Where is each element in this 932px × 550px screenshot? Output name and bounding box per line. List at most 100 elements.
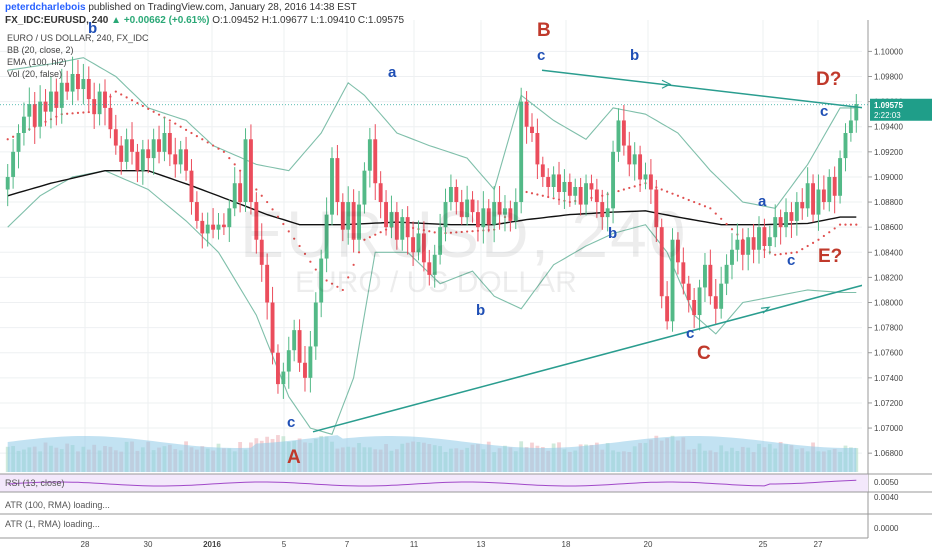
y-tick-label: 1.07400 <box>874 374 903 383</box>
candle-body <box>567 181 572 196</box>
candle-body <box>11 151 16 177</box>
psar-dot <box>671 192 674 195</box>
wave-label: E? <box>818 246 843 267</box>
psar-dot <box>455 231 458 234</box>
psar-dot <box>687 198 690 202</box>
psar-dot <box>271 208 274 211</box>
rsi-pane-label[interactable]: RSI (13, close) <box>5 478 65 488</box>
candle-body <box>421 233 426 263</box>
candlesticks <box>5 56 859 399</box>
psar-dot <box>6 138 9 141</box>
psar-dot <box>314 268 317 271</box>
candle-body <box>778 217 783 228</box>
psar-dot <box>525 190 528 194</box>
time-axis[interactable]: 28 30 2016 5 7 11 13 18 20 25 27 <box>0 537 868 549</box>
psar-dot <box>114 90 117 93</box>
psar-dot <box>211 144 215 147</box>
candle-body <box>551 174 556 187</box>
candle-body <box>611 151 616 209</box>
bb-upper-line <box>7 57 857 209</box>
candle-body <box>686 283 691 300</box>
candle-body <box>562 181 567 193</box>
candle-body <box>724 264 729 284</box>
candle-body <box>281 371 286 385</box>
rsi-line <box>7 479 857 487</box>
candle-body <box>157 139 161 152</box>
symbol-text: FX_IDC:EURUSD, 240 <box>5 15 109 26</box>
candle-body <box>319 258 324 303</box>
candle-body <box>373 139 378 184</box>
psar-dot <box>147 107 150 110</box>
indicator-panes: 0.0050 0.0040 0.0000 <box>0 473 932 533</box>
psar-dot <box>82 111 85 114</box>
psar-dot <box>855 223 858 226</box>
psar-dot <box>844 223 847 226</box>
x-tick-label: 27 <box>814 540 823 549</box>
psar-dot <box>66 112 69 115</box>
psar-dot <box>152 110 155 113</box>
psar-dot <box>266 200 269 204</box>
candle-body <box>151 139 156 159</box>
atr1-pane-label[interactable]: ATR (1, RMA) loading... <box>5 519 100 529</box>
change-text: ▲ +0.00662 (+0.61%) <box>111 15 210 26</box>
candle-body <box>789 212 794 221</box>
wave-label: a <box>388 64 397 81</box>
psar-dot <box>201 138 204 141</box>
candle-body <box>384 202 389 228</box>
psar-dot <box>336 285 339 288</box>
publish-line: peterdcharlebois published on TradingVie… <box>5 2 357 13</box>
trendlines[interactable] <box>312 69 893 433</box>
candle-body <box>530 126 534 133</box>
candle-body <box>557 174 561 193</box>
psar-dot <box>325 279 328 282</box>
candle-body <box>730 249 734 265</box>
legend-bb[interactable]: BB (20, close, 2) <box>7 45 74 55</box>
candle-body <box>243 139 248 203</box>
psar-dot <box>682 196 685 199</box>
candle-body <box>303 362 307 378</box>
wave-label: b <box>608 225 618 242</box>
legend-vol[interactable]: Vol (20, false) <box>7 69 63 79</box>
psar-dot <box>136 102 139 105</box>
candle-body <box>135 151 140 171</box>
volume-bars <box>5 435 859 472</box>
psar-dot <box>363 238 366 241</box>
psar-dot <box>130 99 134 102</box>
candle-body <box>573 186 578 196</box>
candle-body <box>340 202 345 230</box>
candle-body <box>367 139 372 171</box>
legend-ema[interactable]: EMA (100, hl2) <box>7 57 67 67</box>
y-tick-label: 1.09000 <box>874 173 903 182</box>
y-tick-label: 1.08200 <box>874 273 903 282</box>
y-tick-label: 1.09800 <box>874 73 903 82</box>
wave-label: c <box>820 103 829 120</box>
psar-dot <box>374 233 377 236</box>
x-tick-label: 28 <box>81 540 90 549</box>
ema-line <box>7 170 857 226</box>
candle-body <box>200 220 205 234</box>
psar-dot <box>795 251 798 254</box>
psar-dot <box>174 122 177 125</box>
psar-dot <box>255 188 258 191</box>
candle-body <box>659 227 664 297</box>
author-link[interactable]: peterdcharlebois <box>5 2 86 13</box>
psar-dot <box>801 248 804 251</box>
candle-body <box>800 202 805 209</box>
candle-body <box>130 139 134 152</box>
candle-body <box>362 170 367 205</box>
price-axis[interactable]: 1.100001.098001.096001.094001.092001.090… <box>0 20 932 550</box>
bollinger-bands <box>7 57 857 435</box>
candle-body <box>351 202 356 240</box>
psar-dot <box>347 276 350 279</box>
candle-body <box>124 139 129 162</box>
psar-dot <box>806 244 809 248</box>
candle-body <box>665 296 670 322</box>
candle-body <box>827 176 832 203</box>
candle-body <box>389 212 394 228</box>
candle-body <box>751 237 756 250</box>
psar-dot <box>179 125 182 128</box>
psar-dot <box>330 282 334 285</box>
psar-dot <box>433 231 436 234</box>
atr100-pane-label[interactable]: ATR (100, RMA) loading... <box>5 500 110 510</box>
